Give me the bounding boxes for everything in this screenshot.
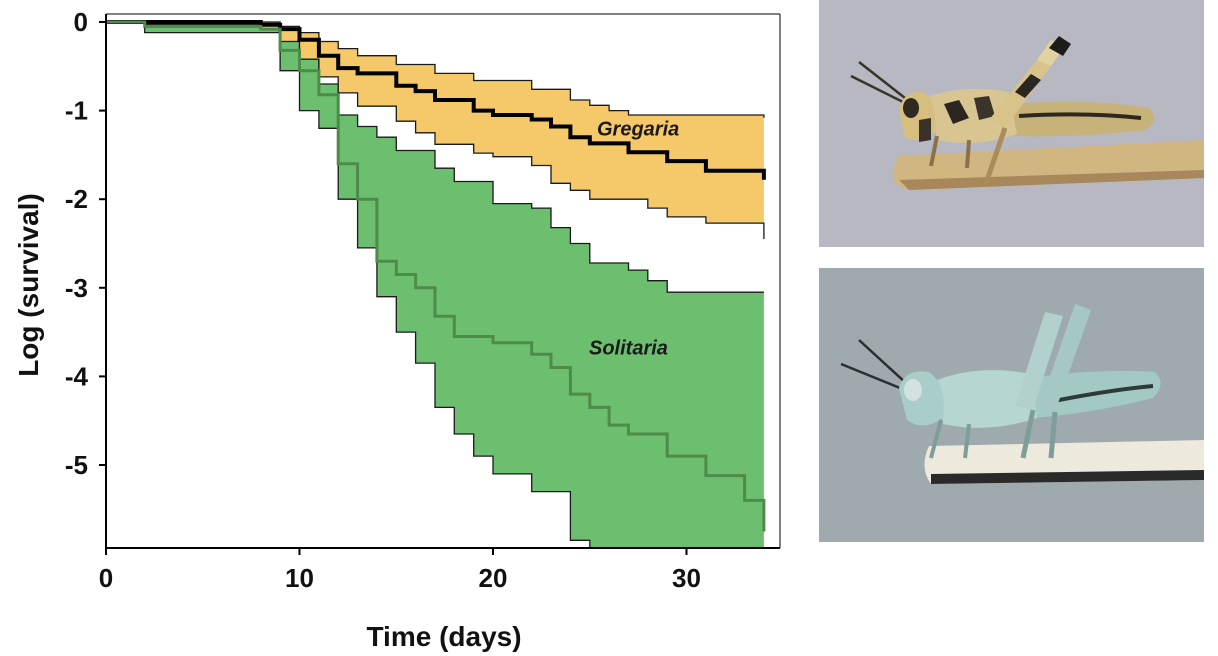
solitaria-survival-line	[106, 20, 766, 532]
gregaria-survival-line	[106, 20, 766, 180]
y-tick-label--1: -1	[65, 96, 88, 126]
x-tick-label-20: 20	[479, 563, 508, 593]
x-tick-label-30: 30	[672, 563, 701, 593]
gregaria-label: Gregaria	[597, 118, 679, 140]
x-axis-label: Time (days)	[366, 621, 521, 652]
gregaria-confidence-band	[106, 22, 764, 240]
y-tick-label-0: 0	[74, 7, 88, 37]
x-tick-label-0: 0	[99, 563, 113, 593]
solitaria-label: Solitaria	[589, 337, 668, 359]
solitaria-lower-bound	[106, 21, 591, 548]
y-tick-label--4: -4	[65, 361, 89, 391]
y-tick-label--2: -2	[65, 184, 88, 214]
solitaria-confidence-band	[106, 22, 764, 548]
y-tick-label--5: -5	[65, 450, 88, 480]
gregarious-locust-photo	[819, 0, 1204, 247]
solitary-locust-photo	[819, 268, 1204, 542]
x-tick-label-10: 10	[285, 563, 314, 593]
y-tick-label--3: -3	[65, 273, 88, 303]
survival-chart: 0 10 20 30 0 -1 -2 -3 -4 -5 Time (days) Log (surviv…	[13, 7, 781, 652]
y-axis-label: Log (survival)	[13, 193, 44, 377]
plot-area	[106, 20, 766, 548]
